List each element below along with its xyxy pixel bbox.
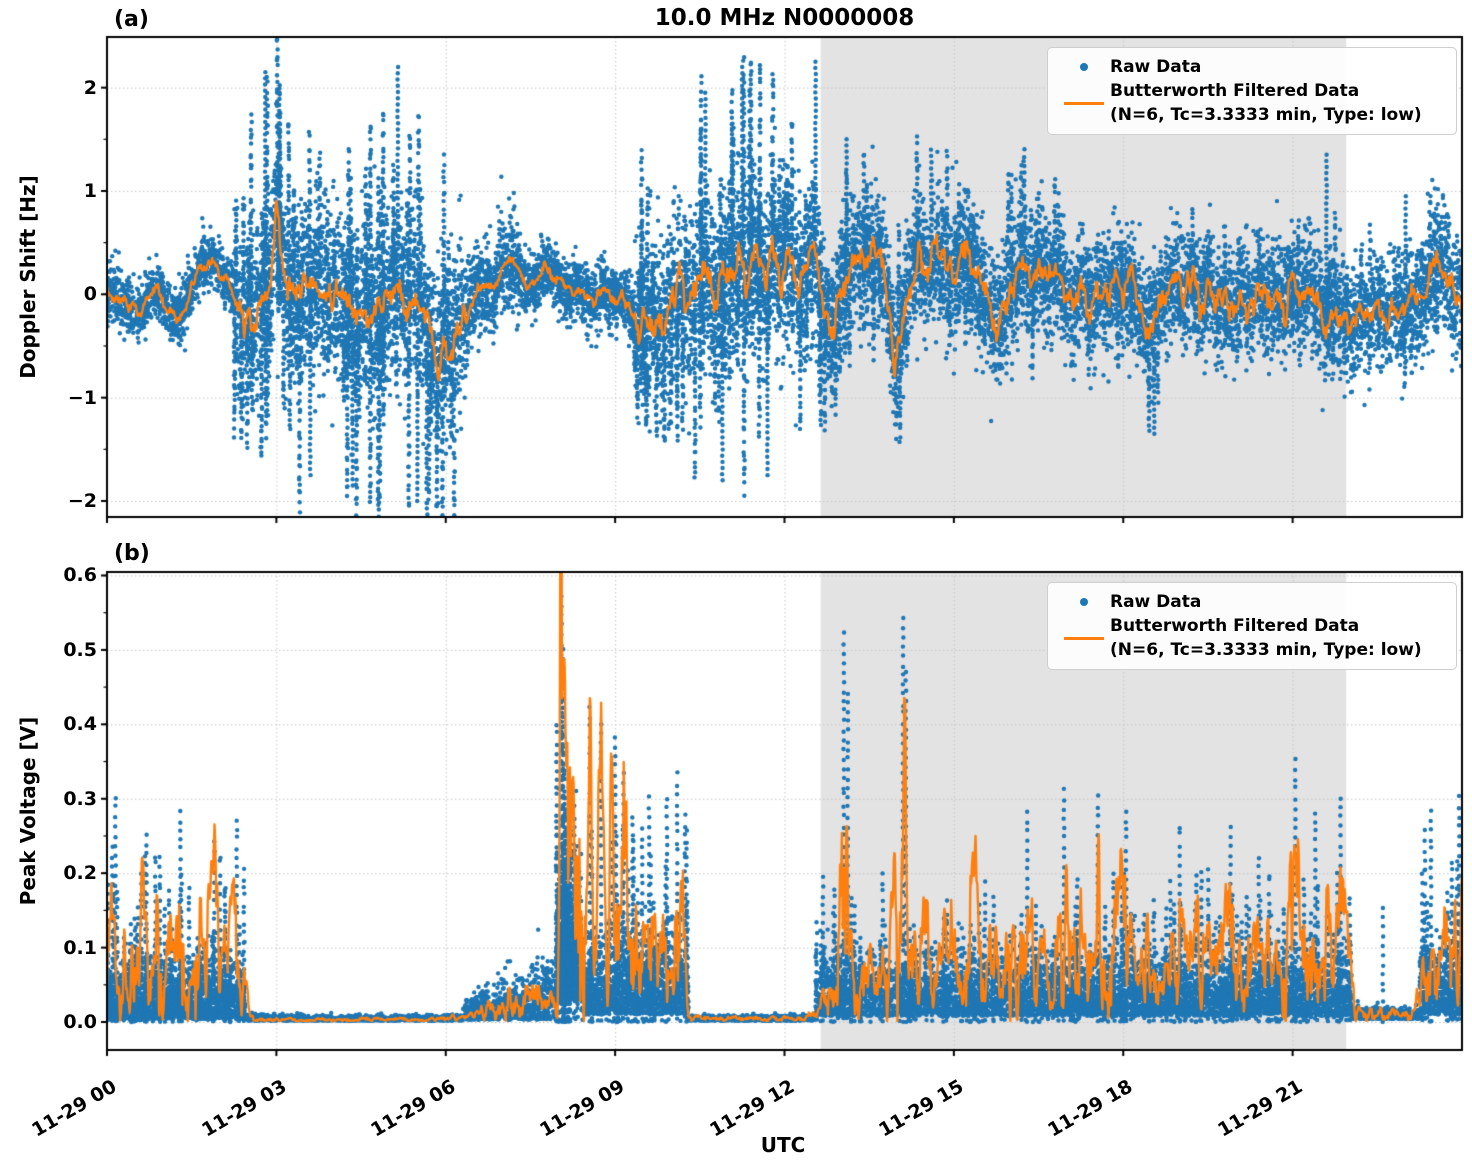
raw-data-marker-icon bbox=[1080, 63, 1088, 71]
filtered-line-marker-icon bbox=[1064, 101, 1104, 105]
legend-entry-filtered: Butterworth Filtered Data (N=6, Tc=3.333… bbox=[1058, 79, 1446, 127]
filtered-line-marker-icon bbox=[1064, 636, 1104, 640]
raw-data-marker-icon bbox=[1080, 598, 1088, 606]
y-tick-label: 0.5 bbox=[63, 638, 97, 661]
chart-title: 10.0 MHz N0000008 bbox=[654, 5, 915, 31]
legend-filtered-label-line1: Butterworth Filtered Data bbox=[1110, 81, 1360, 101]
legend-filtered-label-line1: Butterworth Filtered Data bbox=[1110, 616, 1360, 636]
legend-filtered-label-line2: (N=6, Tc=3.3333 min, Type: low) bbox=[1110, 105, 1422, 125]
legend-entry-raw: Raw Data bbox=[1058, 55, 1446, 79]
y-tick-label: 0.3 bbox=[63, 787, 97, 810]
y-tick-label: 0 bbox=[83, 283, 97, 306]
legend-panel-b: Raw Data Butterworth Filtered Data (N=6,… bbox=[1047, 582, 1457, 670]
legend-entry-raw: Raw Data bbox=[1058, 590, 1446, 614]
y-tick-label: 0.6 bbox=[63, 564, 97, 587]
legend-raw-label: Raw Data bbox=[1110, 592, 1202, 612]
x-axis-label: UTC bbox=[760, 1133, 806, 1157]
y-tick-label: 0.1 bbox=[63, 936, 97, 959]
y-tick-label: 0.4 bbox=[63, 713, 97, 736]
y-tick-label: −1 bbox=[67, 386, 97, 409]
panel-a-label: (a) bbox=[114, 7, 149, 32]
y-tick-label: 1 bbox=[83, 179, 97, 202]
y-axis-label-b: Peak Voltage [V] bbox=[16, 716, 40, 906]
y-tick-label: −2 bbox=[67, 489, 97, 512]
y-tick-label: 0.2 bbox=[63, 862, 97, 885]
panel-b-label: (b) bbox=[114, 541, 150, 566]
legend-raw-label: Raw Data bbox=[1110, 57, 1202, 77]
y-tick-label: 2 bbox=[83, 76, 97, 99]
legend-panel-a: Raw Data Butterworth Filtered Data (N=6,… bbox=[1047, 47, 1457, 135]
y-tick-label: 0.0 bbox=[63, 1011, 97, 1034]
legend-filtered-label-line2: (N=6, Tc=3.3333 min, Type: low) bbox=[1110, 640, 1422, 660]
y-axis-label-a: Doppler Shift [Hz] bbox=[16, 175, 40, 379]
legend-entry-filtered: Butterworth Filtered Data (N=6, Tc=3.333… bbox=[1058, 614, 1446, 662]
